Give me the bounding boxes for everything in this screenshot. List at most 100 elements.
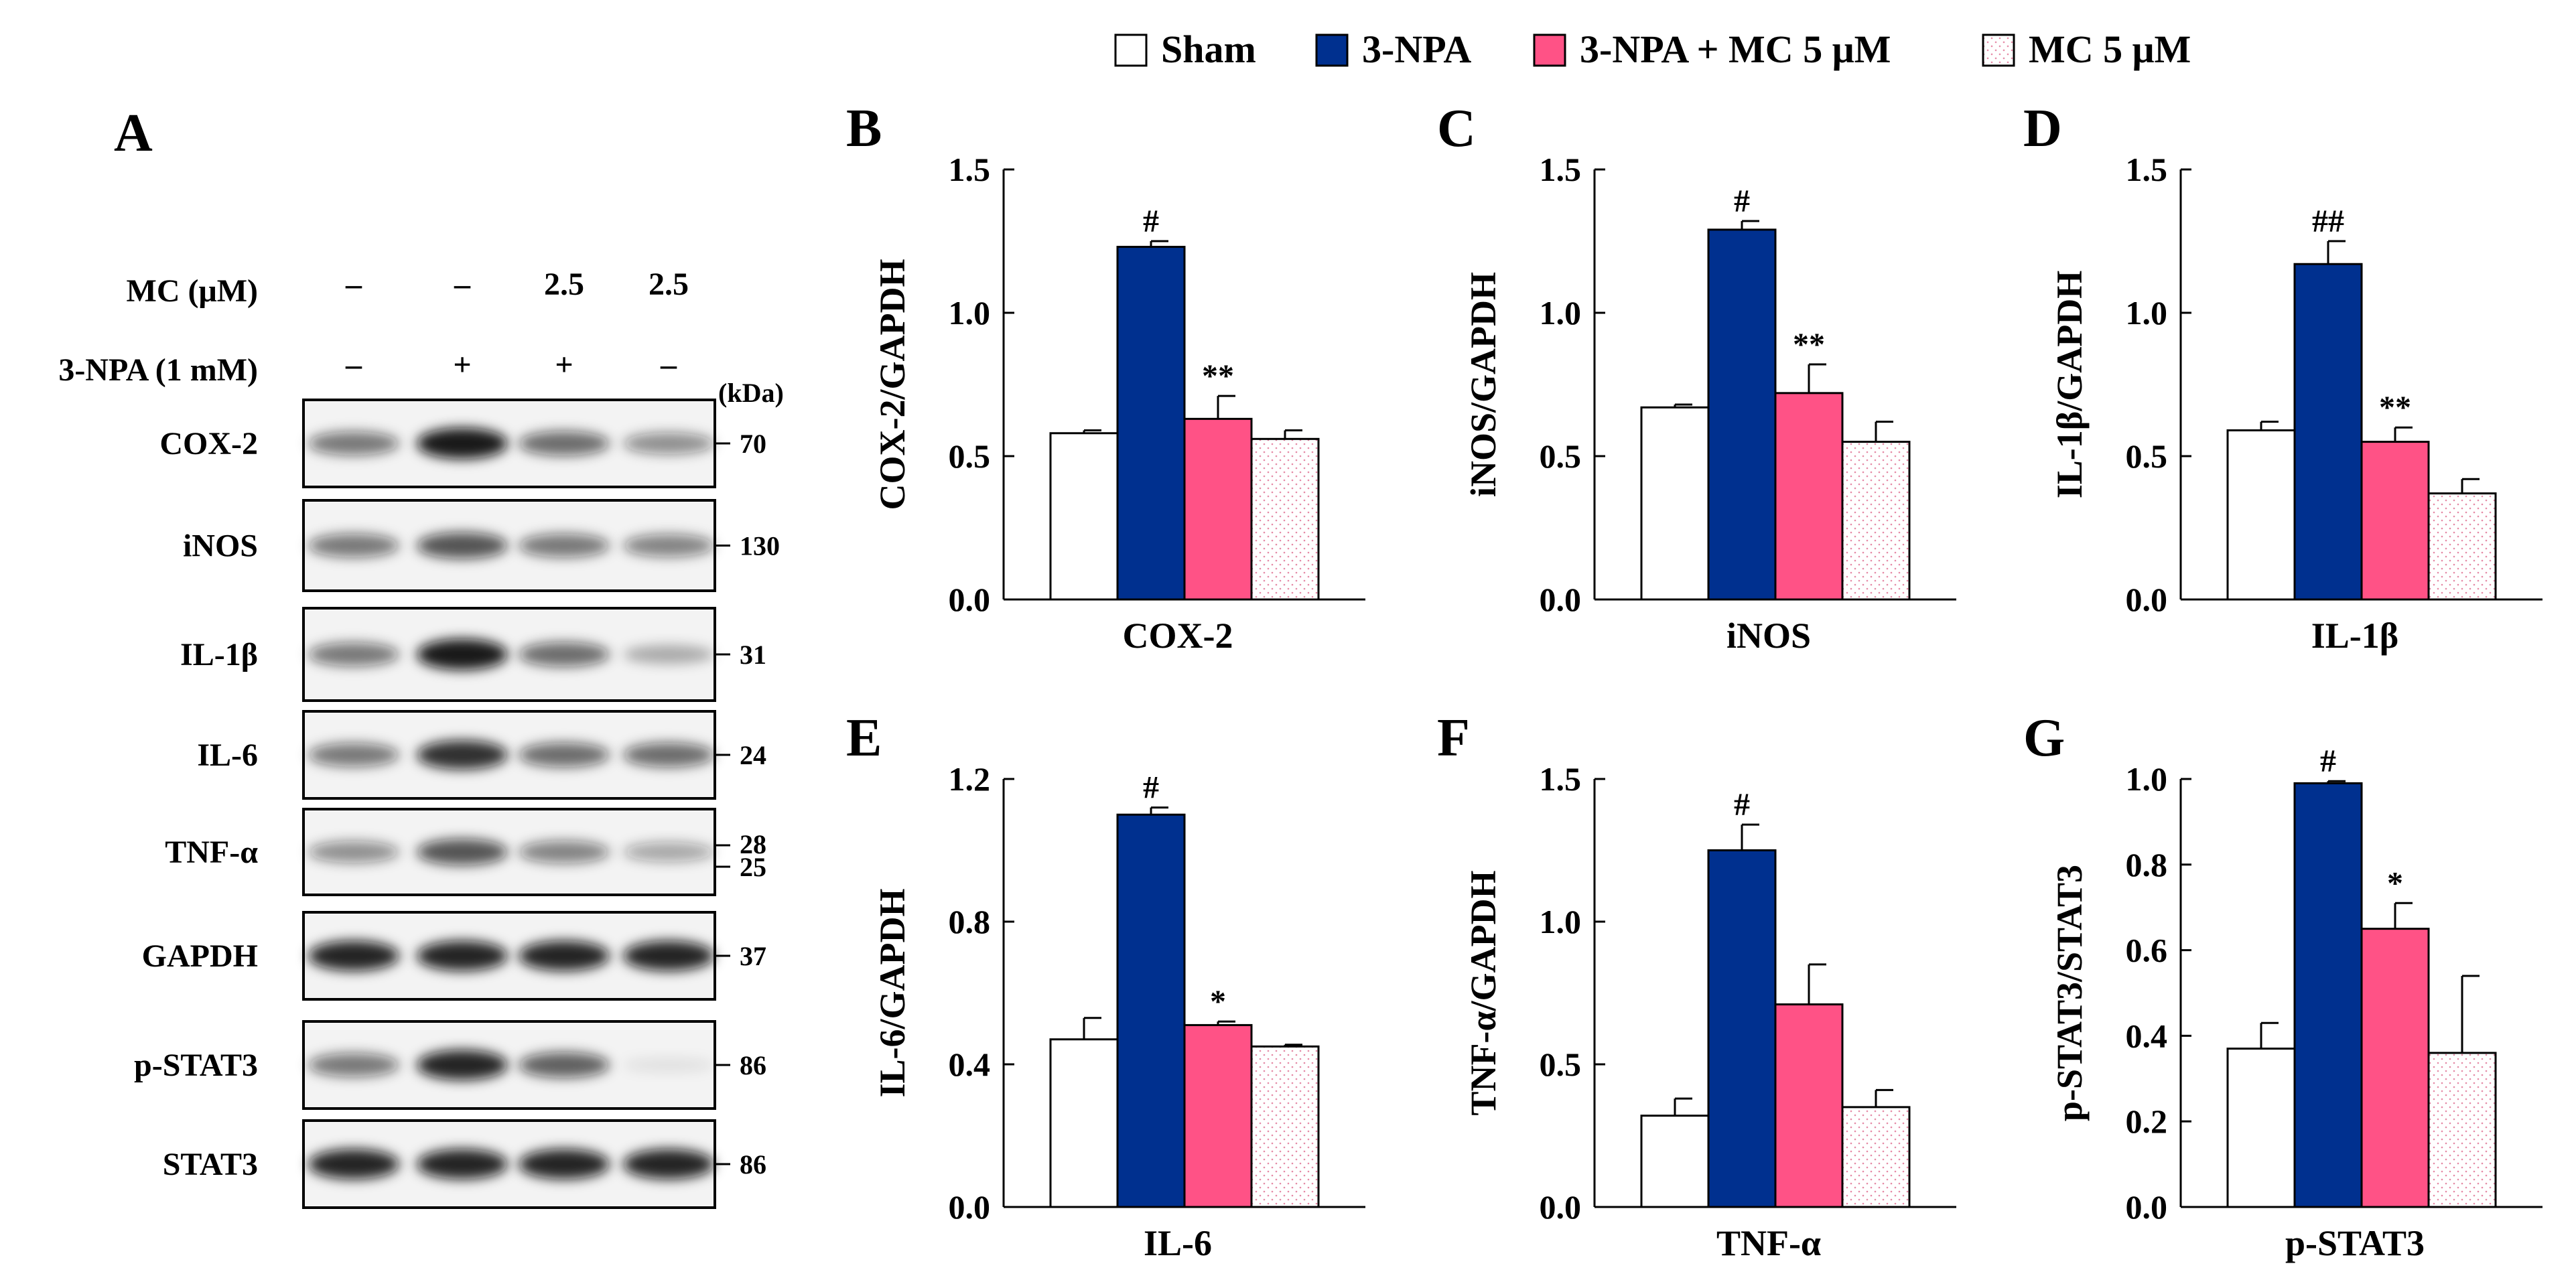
legend-label: 3-NPA + MC 5 μM	[1580, 27, 1891, 71]
blot-row: STAT3 86	[163, 1119, 766, 1209]
blot-band	[308, 533, 399, 558]
y-tick-label: 0.0	[949, 1188, 991, 1226]
bar	[1640, 1115, 1710, 1208]
blot-protein-label: TNF-α	[165, 835, 258, 870]
chart-C: C 0.0 0.5 1.0 1.5 iNOS/GAPDH iNOS # **	[1437, 99, 1956, 656]
mc-value: 2.5	[649, 267, 689, 302]
blot-row: p-STAT3 86	[134, 1020, 766, 1110]
blot-band	[623, 644, 714, 664]
bar	[2427, 1052, 2497, 1208]
npa-label: 3-NPA (1 mM)	[58, 352, 258, 388]
blot-band	[417, 740, 508, 770]
blot-band	[519, 1052, 610, 1078]
blot-band	[417, 1149, 508, 1180]
y-tick-label: 1.5	[949, 151, 991, 188]
y-tick-label: 0.5	[1540, 437, 1582, 475]
npa-value: +	[555, 347, 573, 382]
y-tick-label: 0.0	[1540, 1188, 1582, 1226]
bar	[1049, 1038, 1119, 1208]
blot-band	[308, 1053, 399, 1077]
y-tick-label: 0.4	[949, 1046, 991, 1083]
chart-F: F 0.0 0.5 1.0 1.5 TNF-α/GAPDH TNF-α #	[1437, 709, 1956, 1263]
x-category-label: iNOS	[1726, 616, 1811, 656]
bar	[1640, 406, 1710, 601]
blot-band	[308, 841, 399, 863]
significance-marker: **	[1202, 358, 1234, 394]
blot-band	[519, 1149, 610, 1180]
panel-letter-A: A	[114, 104, 153, 163]
npa-value: +	[453, 347, 471, 382]
bar	[1707, 228, 1777, 601]
blot-band	[623, 940, 714, 971]
y-tick-label: 1.0	[949, 294, 991, 332]
chart-D: D 0.0 0.5 1.0 1.5 IL-1β/GAPDH IL-1β ## **	[2023, 99, 2543, 656]
blot-row: IL-6 24	[197, 710, 766, 800]
blot-band	[308, 743, 399, 767]
kda-marker: 86	[740, 1149, 766, 1180]
legend: Sham 3-NPA 3-NPA + MC 5 μM MC 5 μM	[1114, 27, 2191, 71]
legend-label: 3-NPA	[1362, 27, 1471, 71]
y-axis-title: p-STAT3/STAT3	[2049, 865, 2090, 1121]
y-tick-label: 1.0	[1540, 903, 1582, 940]
bar	[1250, 437, 1320, 601]
legend-label: MC 5 μM	[2029, 27, 2191, 71]
chart-B: B 0.0 0.5 1.0 1.5 COX-2/GAPDH COX-2 # **	[846, 99, 1365, 656]
blot-band	[623, 842, 714, 862]
x-category-label: TNF-α	[1716, 1223, 1821, 1263]
blot-protein-label: IL-6	[197, 737, 258, 773]
blot-protein-label: GAPDH	[142, 938, 258, 974]
significance-marker: ##	[2312, 204, 2344, 239]
y-tick-label: 1.5	[1540, 760, 1582, 798]
bar	[1841, 1106, 1911, 1208]
kda-unit: (kDa)	[718, 378, 784, 408]
kda-marker: 24	[740, 740, 766, 770]
y-tick-label: 1.0	[2126, 760, 2168, 798]
bar	[1250, 1045, 1320, 1208]
blot-row: COX-2 70	[159, 399, 766, 488]
mc-value: 2.5	[544, 267, 584, 302]
bar	[1183, 417, 1253, 601]
blot-band	[623, 534, 714, 557]
legend-item-sham: Sham	[1114, 27, 1256, 71]
y-tick-label: 0.4	[2126, 1017, 2168, 1054]
bar	[2226, 1048, 2296, 1208]
y-tick-label: 1.0	[2126, 294, 2168, 332]
legend-item-npa: 3-NPA	[1315, 27, 1471, 71]
blot-protein-label: STAT3	[163, 1147, 258, 1182]
y-axis-title: iNOS/GAPDH	[1463, 272, 1503, 497]
y-tick-label: 1.2	[949, 760, 991, 798]
significance-marker: #	[2320, 743, 2336, 779]
chart-G: G 0.0 0.2 0.4 0.6 0.8 1.0 p-STAT3/STAT3 p-STAT3 #…	[2023, 709, 2543, 1263]
blot-band	[417, 532, 508, 559]
bar	[2360, 441, 2430, 601]
legend-swatch-mc	[1982, 33, 2015, 67]
kda-marker: 37	[740, 941, 766, 971]
legend-swatch-npa	[1315, 33, 1349, 67]
bar	[1774, 1003, 1844, 1208]
bar	[1841, 441, 1911, 601]
blot-protein-label: iNOS	[183, 528, 258, 564]
bar	[1049, 432, 1119, 601]
significance-marker: **	[2379, 390, 2411, 425]
legend-item-npa_mc: 3-NPA + MC 5 μM	[1533, 27, 1891, 71]
y-tick-label: 0.8	[949, 903, 991, 940]
blot-protein-label: p-STAT3	[134, 1048, 258, 1083]
kda-marker: 28	[740, 829, 766, 859]
bar	[2427, 492, 2497, 601]
x-category-label: COX-2	[1123, 616, 1233, 656]
mc-label: MC (μM)	[127, 273, 258, 309]
npa-value: –	[660, 347, 677, 382]
kda-marker: 130	[740, 531, 780, 561]
kda-marker: 25	[740, 852, 766, 882]
y-axis-title: IL-6/GAPDH	[872, 888, 912, 1097]
mc-value: –	[454, 267, 471, 302]
bar	[2293, 263, 2363, 601]
bar	[1116, 246, 1186, 601]
blot-band	[519, 742, 610, 768]
panel-letter-C: C	[1437, 99, 1476, 158]
bar	[2360, 928, 2430, 1208]
blot-protein-label: IL-1β	[180, 637, 258, 672]
y-tick-label: 0.0	[949, 581, 991, 618]
x-category-label: IL-1β	[2311, 616, 2398, 656]
